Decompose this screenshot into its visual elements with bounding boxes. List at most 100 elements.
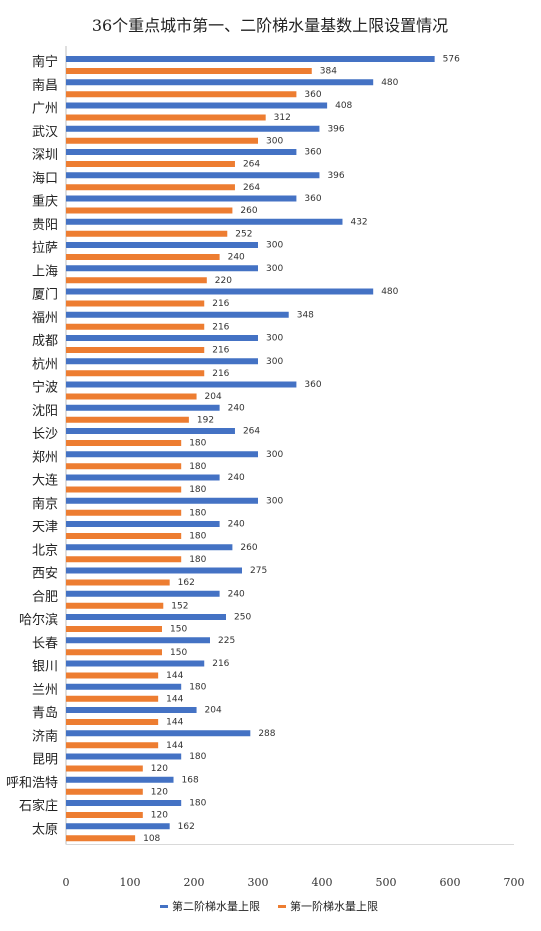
bar-tier2: [66, 102, 328, 109]
category-label: 合肥: [32, 590, 58, 605]
bar-tier1: [66, 416, 189, 423]
bar-tier2: [66, 242, 258, 248]
bar-tier2: [66, 125, 320, 132]
data-label: 150: [170, 648, 187, 658]
category-label: 海口: [32, 171, 58, 186]
bar-tier2: [66, 172, 320, 179]
data-label: 144: [166, 741, 183, 751]
bar-tier1: [66, 137, 258, 144]
data-label: 384: [320, 67, 337, 77]
bar-tier2: [66, 404, 220, 411]
bar-tier1: [66, 486, 182, 493]
data-label: 144: [166, 718, 183, 728]
category-label: 长春: [32, 636, 58, 651]
data-label: 150: [170, 625, 187, 635]
bar-tier2: [66, 660, 205, 667]
data-label: 408: [335, 101, 352, 111]
category-label: 西安: [32, 567, 58, 582]
bar-tier2: [66, 149, 297, 155]
data-label: 240: [228, 253, 245, 263]
category-label: 杭州: [32, 357, 58, 372]
category-label: 南京: [32, 496, 58, 512]
bar-tier2: [66, 79, 374, 86]
category-label: 长沙: [32, 427, 58, 442]
bar-tier1: [66, 440, 182, 446]
bar-tier2: [66, 544, 233, 551]
category-label: 济南: [32, 728, 58, 744]
bar-tier1: [66, 184, 235, 191]
data-label: 300: [266, 241, 283, 251]
data-label: 216: [212, 369, 229, 379]
x-tick-label: 600: [440, 876, 461, 889]
bar-tier1: [66, 695, 159, 702]
data-label: 225: [218, 636, 235, 646]
data-label: 432: [350, 217, 367, 227]
category-label: 哈尔滨: [19, 612, 58, 628]
data-label: 348: [297, 310, 314, 320]
bar-tier1: [66, 533, 182, 539]
bar-tier1: [66, 207, 233, 214]
category-label: 上海: [32, 264, 58, 279]
data-label: 264: [243, 160, 260, 170]
category-label: 沈阳: [32, 404, 58, 419]
category-label: 广州: [32, 102, 58, 117]
bar-tier1: [66, 765, 143, 772]
data-label: 264: [243, 183, 260, 193]
category-label: 福州: [32, 311, 58, 326]
category-label: 天津: [32, 520, 58, 535]
bar-tier1: [66, 393, 197, 400]
bar-tier1: [66, 602, 164, 609]
bar-tier1: [66, 161, 235, 167]
data-label: 260: [240, 543, 257, 553]
data-label: 300: [266, 334, 283, 344]
data-label: 180: [189, 799, 206, 809]
data-label: 252: [235, 229, 252, 239]
data-label: 152: [171, 601, 188, 611]
bar-tier1: [66, 812, 143, 818]
data-label: 300: [266, 136, 283, 146]
data-label: 180: [189, 555, 206, 565]
bar-tier1: [66, 254, 220, 260]
x-tick-label: 300: [248, 876, 269, 889]
bar-tier2: [66, 683, 182, 690]
data-label: 300: [266, 450, 283, 460]
category-label: 太原: [32, 822, 58, 837]
category-label: 拉萨: [32, 241, 58, 256]
data-label: 204: [205, 706, 222, 716]
bar-tier1: [66, 91, 297, 98]
category-label: 石家庄: [19, 798, 58, 814]
data-label: 168: [182, 775, 199, 785]
data-label: 216: [212, 659, 229, 669]
data-label: 360: [304, 148, 321, 158]
bar-tier2: [66, 823, 170, 830]
bar-tier2: [66, 707, 197, 713]
bar-tier1: [66, 835, 136, 842]
data-label: 312: [274, 113, 291, 123]
data-label: 108: [143, 834, 160, 844]
data-label: 360: [304, 380, 321, 390]
data-label: 120: [151, 764, 168, 774]
data-label: 192: [197, 415, 214, 425]
bar-tier1: [66, 509, 182, 516]
data-label: 180: [189, 462, 206, 472]
category-label: 南宁: [32, 54, 58, 70]
bar-tier2: [66, 56, 435, 62]
legend-label: 第一阶梯水量上限: [290, 899, 378, 913]
category-label: 郑州: [32, 450, 58, 465]
bar-tier1: [66, 788, 143, 795]
data-label: 204: [205, 392, 222, 402]
legend-label: 第二阶梯水量上限: [172, 899, 260, 913]
x-tick-label: 500: [376, 876, 397, 889]
data-label: 180: [189, 752, 206, 762]
data-label: 216: [212, 299, 229, 309]
category-label: 呼和浩特: [6, 776, 58, 791]
category-label: 深圳: [32, 148, 58, 163]
bar-tier2: [66, 358, 258, 365]
data-label: 162: [178, 578, 195, 588]
bar-tier2: [66, 311, 289, 318]
bar-tier2: [66, 730, 251, 737]
data-label: 288: [258, 729, 275, 739]
data-label: 240: [228, 589, 245, 599]
bar-tier2: [66, 265, 258, 272]
